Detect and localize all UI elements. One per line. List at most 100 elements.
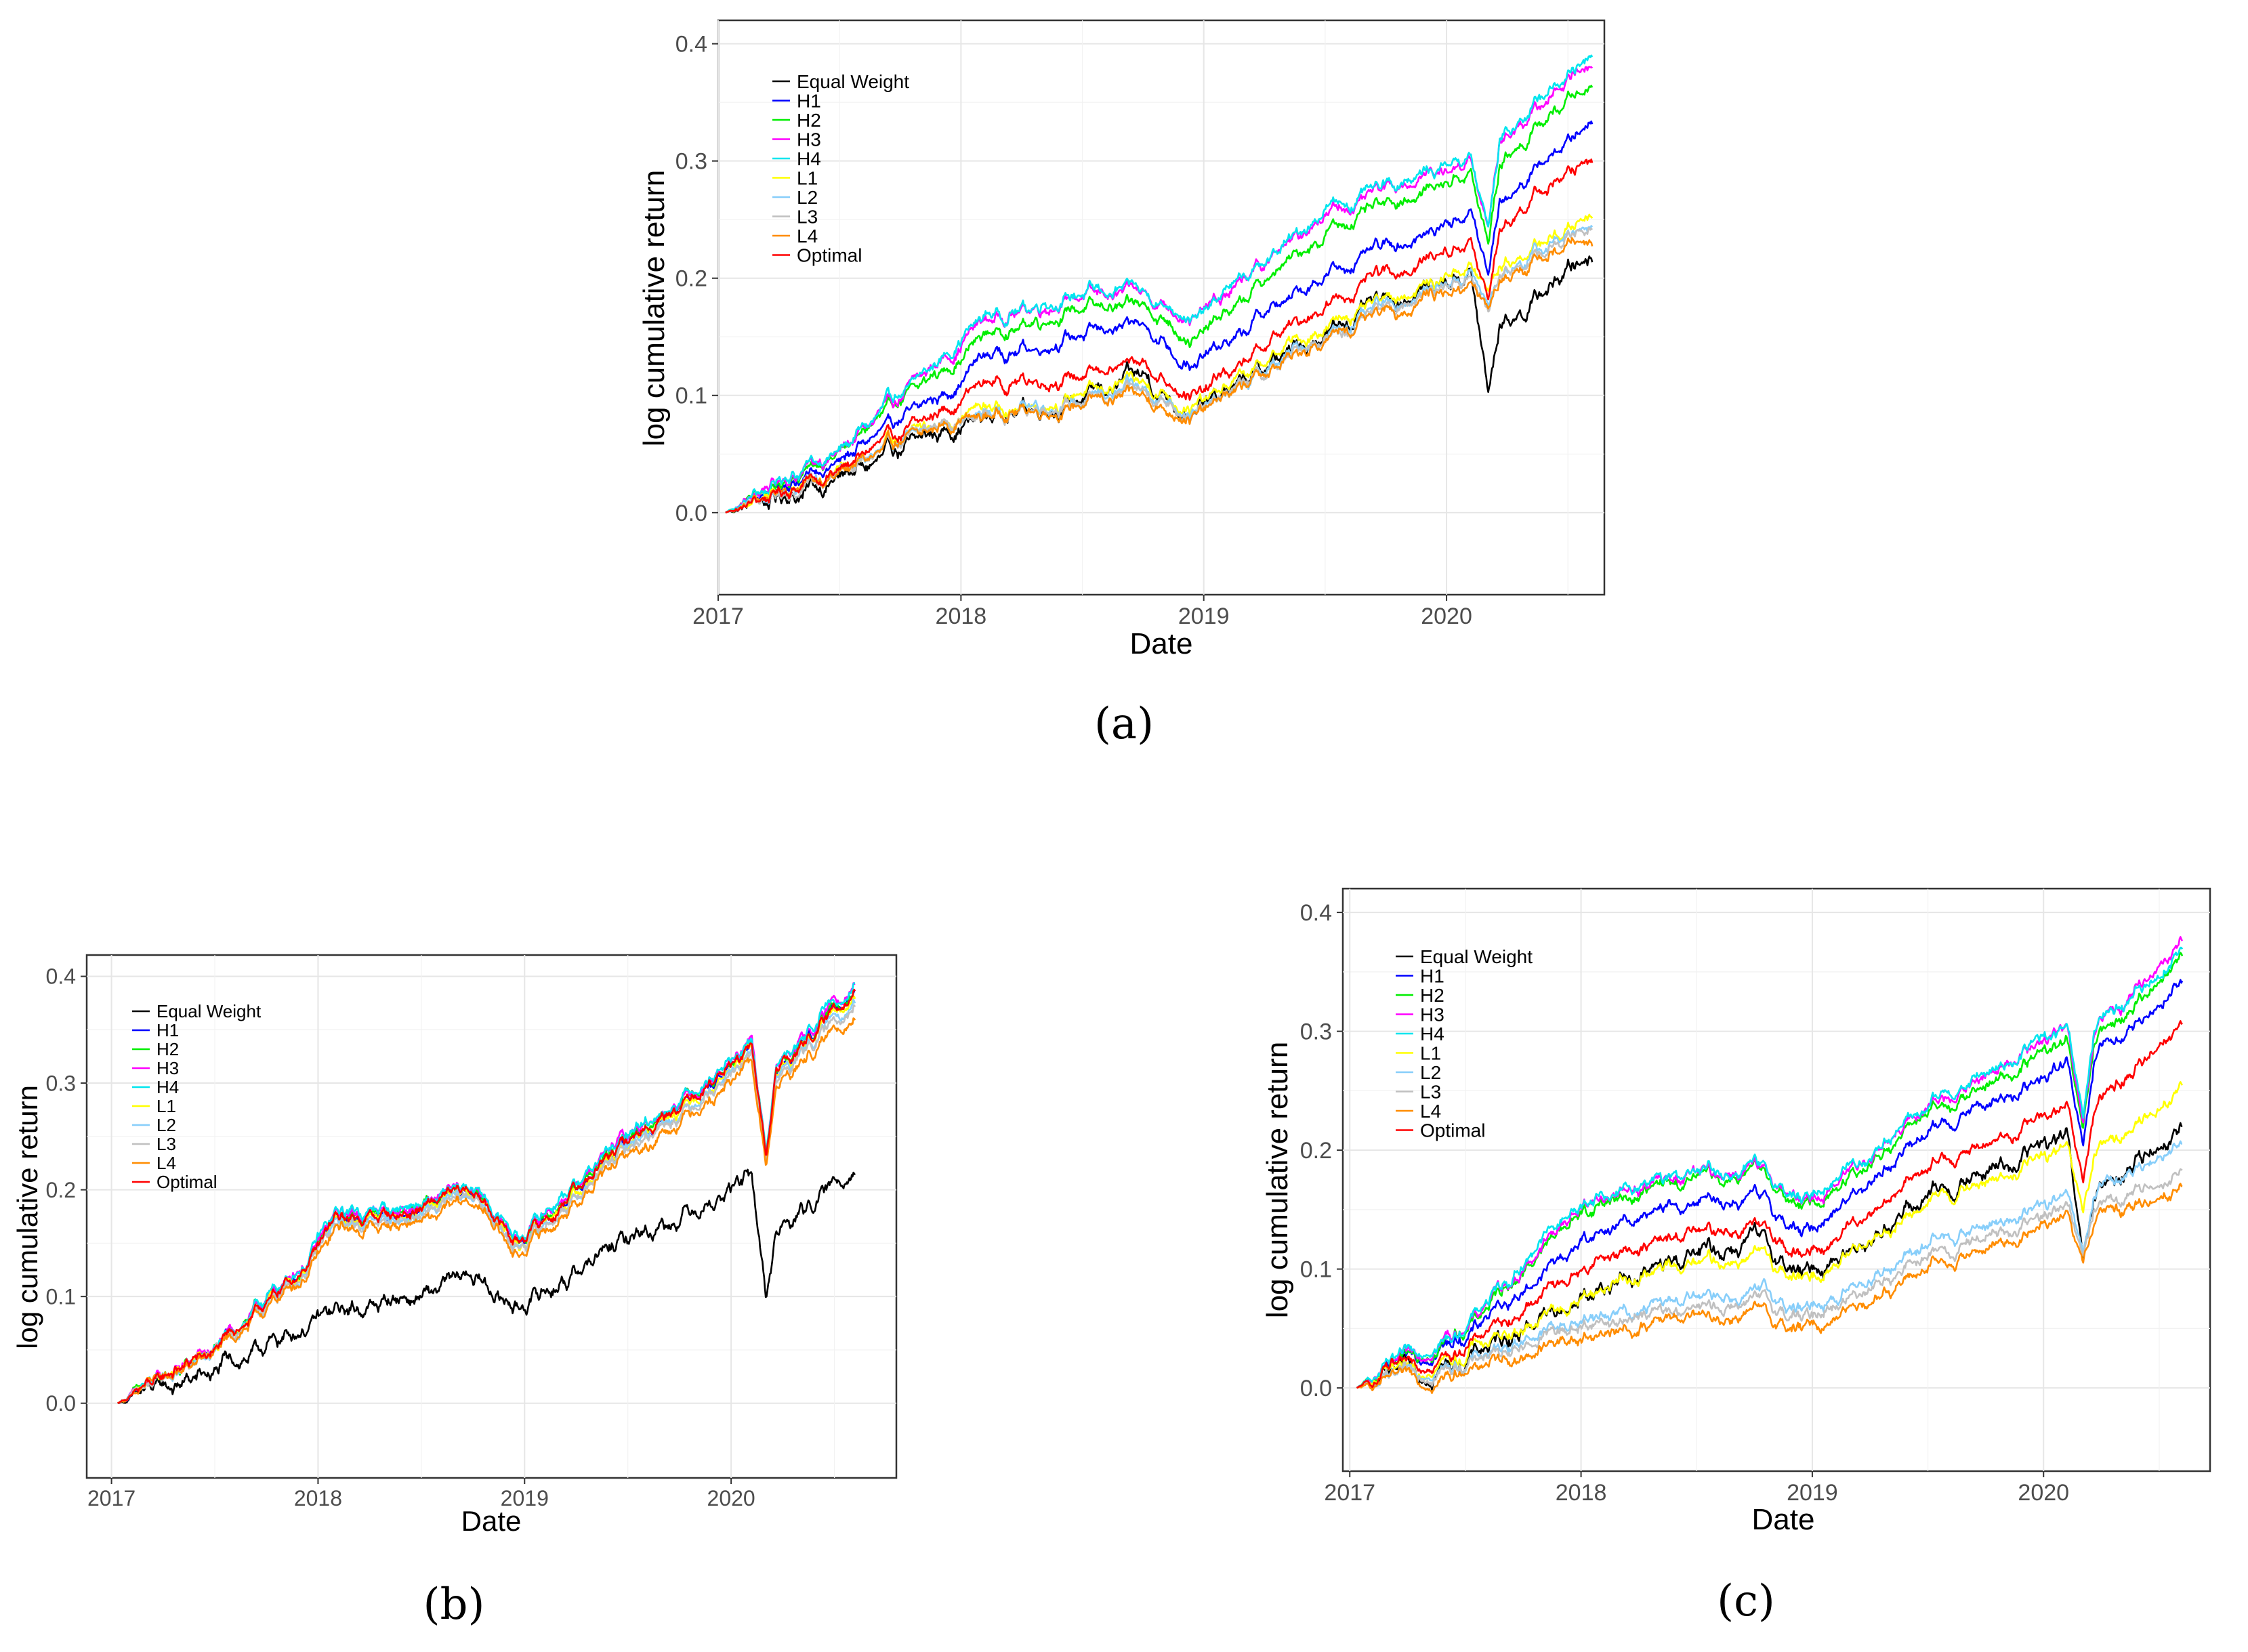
panel-c-y-ticks: 0.0 0.1 0.2 0.3 0.4 — [1300, 900, 1343, 1401]
panel-b-x-tick-label: 2019 — [501, 1486, 549, 1510]
panel-b-y-tick-label: 0.0 — [46, 1391, 76, 1416]
panel-a-y-tick-label: 0.4 — [675, 32, 707, 58]
panel-a-series-l4 — [725, 236, 1594, 514]
panel-b-legend-label-h1: H1 — [157, 1020, 179, 1040]
panel-c-series-l2 — [1356, 1140, 2183, 1389]
panel-b: 0.0 0.1 0.2 0.3 0.4 2017 2018 2019 2020 Equal W… — [12, 954, 898, 1630]
panel-b-y-tick-label: 0.2 — [46, 1178, 76, 1202]
panel-b-legend-label-optimal: Optimal — [157, 1172, 217, 1192]
panel-b-legend-label-l2: L2 — [157, 1115, 176, 1135]
panel-c-series-h1 — [1356, 979, 2184, 1389]
panel-a-series — [725, 54, 1594, 514]
panel-b-legend-label-h4: H4 — [157, 1077, 179, 1097]
panel-c-legend-label-l4: L4 — [1420, 1101, 1441, 1122]
panel-c-series-optimal — [1356, 1020, 2184, 1389]
panel-c-legend-label-h2: H2 — [1420, 985, 1444, 1006]
panel-b-x-ticks: 2017 2018 2019 2020 — [87, 1478, 755, 1510]
panel-c-series-l1 — [1356, 1081, 2184, 1389]
panel-c-y-tick-label: 0.2 — [1300, 1138, 1332, 1164]
panel-c: 0.0 0.1 0.2 0.3 0.4 2017 2018 2019 2020 Equal W… — [1261, 887, 2211, 1626]
panel-a-y-ticks: 0.0 0.1 0.2 0.3 0.4 — [675, 32, 718, 526]
panel-a-x-tick-label: 2020 — [1421, 603, 1472, 629]
panel-b-y-tick-label: 0.1 — [46, 1284, 76, 1309]
panel-b-legend-label-h2: H2 — [157, 1039, 179, 1059]
panel-b-legend-label-equal-weight: Equal Weight — [157, 1001, 262, 1021]
panel-c-y-axis-title: log cumulative return — [1261, 1042, 1294, 1318]
panel-b-legend-label-h3: H3 — [157, 1058, 179, 1078]
panel-a-x-tick-label: 2019 — [1178, 603, 1230, 629]
panel-a-y-tick-label: 0.1 — [675, 383, 707, 409]
panel-a-legend-label-l3: L3 — [797, 206, 818, 227]
panel-b-series — [117, 981, 856, 1404]
panel-c-series-h4 — [1356, 946, 2184, 1389]
panel-c-legend-label-optimal: Optimal — [1420, 1120, 1485, 1141]
panel-b-series-l4 — [117, 1017, 856, 1404]
panel-a-legend-label-h4: H4 — [797, 148, 821, 169]
panel-a-y-tick-label: 0.0 — [675, 501, 707, 526]
panel-c-legend-label-l3: L3 — [1420, 1081, 1441, 1102]
panel-c-legend-label-h4: H4 — [1420, 1023, 1444, 1044]
panel-c-x-tick-label: 2018 — [1556, 1480, 1607, 1506]
panel-c-plot-area — [1341, 887, 2211, 1473]
panel-b-legend-label-l3: L3 — [157, 1134, 176, 1154]
panel-c-x-ticks: 2017 2018 2019 2020 — [1324, 1471, 2069, 1506]
panel-a-series-h1 — [725, 120, 1594, 514]
panel-a-legend-label-l4: L4 — [797, 226, 818, 247]
panel-a-series-optimal — [725, 158, 1594, 514]
panel-c-x-tick-label: 2019 — [1787, 1480, 1838, 1506]
panel-b-caption: (b) — [423, 1580, 485, 1630]
panel-a-legend-label-h3: H3 — [797, 129, 821, 150]
panel-a-y-tick-label: 0.3 — [675, 149, 707, 175]
panel-a-legend-label-l1: L1 — [797, 167, 818, 188]
panel-b-x-tick-label: 2018 — [294, 1486, 342, 1510]
panel-b-y-tick-label: 0.4 — [46, 965, 76, 989]
panel-c-legend-label-l1: L1 — [1420, 1042, 1441, 1063]
panel-c-series — [1356, 936, 2184, 1395]
panel-a-caption: (a) — [1094, 699, 1154, 749]
panel-b-y-axis-title: log cumulative return — [12, 1085, 43, 1349]
panel-b-legend-label-l4: L4 — [157, 1153, 176, 1173]
panel-c-y-tick-label: 0.0 — [1300, 1376, 1332, 1401]
panel-b-x-tick-label: 2020 — [707, 1486, 755, 1510]
panel-b-legend-label-l1: L1 — [157, 1096, 176, 1116]
panel-a-x-axis-title: Date — [1130, 627, 1193, 660]
panel-c-series-l3 — [1356, 1168, 2183, 1390]
panel-b-x-tick-label: 2017 — [87, 1486, 136, 1510]
panel-c-y-tick-label: 0.1 — [1300, 1257, 1332, 1283]
panel-b-y-tick-label: 0.3 — [46, 1071, 76, 1095]
panel-c-y-tick-label: 0.4 — [1300, 900, 1332, 926]
panel-a-legend-label-l2: L2 — [797, 187, 818, 208]
panel-a-legend-label-h2: H2 — [797, 110, 821, 131]
panel-c-caption: (c) — [1717, 1576, 1775, 1626]
panel-a: 0.0 0.1 0.2 0.3 0.4 2017 2018 2019 2020 Equal W… — [638, 19, 1606, 749]
panel-a-plot-area — [717, 19, 1606, 596]
panel-a-legend-label-equal-weight: Equal Weight — [797, 71, 909, 92]
panel-c-legend-label-h3: H3 — [1420, 1004, 1444, 1025]
panel-c-x-tick-label: 2017 — [1324, 1480, 1375, 1506]
panel-a-x-tick-label: 2017 — [692, 603, 744, 629]
panel-c-legend-label-equal-weight: Equal Weight — [1420, 946, 1533, 967]
panel-a-x-ticks: 2017 2018 2019 2020 — [692, 595, 1472, 629]
panel-c-x-tick-label: 2020 — [2018, 1480, 2069, 1506]
panel-a-y-tick-label: 0.2 — [675, 266, 707, 292]
panel-b-series-optimal — [117, 988, 856, 1404]
panel-c-legend-label-h1: H1 — [1420, 965, 1444, 986]
panel-c-series-equal-weight — [1356, 1122, 2183, 1391]
panel-c-series-l4 — [1356, 1183, 2183, 1395]
panel-c-grid — [1343, 889, 2210, 1471]
panel-c-y-tick-label: 0.3 — [1300, 1019, 1332, 1045]
panel-a-legend-label-optimal: Optimal — [797, 245, 862, 266]
panel-a-y-axis-title: log cumulative return — [638, 170, 671, 446]
panel-a-legend-label-h1: H1 — [797, 90, 821, 111]
panel-b-x-axis-title: Date — [461, 1505, 522, 1537]
panel-b-series-equal-weight — [117, 1168, 856, 1404]
panel-b-series-l3 — [117, 1004, 856, 1404]
panel-a-x-tick-label: 2018 — [936, 603, 987, 629]
panel-a-series-h4 — [725, 54, 1594, 513]
panel-c-x-axis-title: Date — [1752, 1503, 1815, 1536]
panel-b-y-ticks: 0.0 0.1 0.2 0.3 0.4 — [46, 965, 87, 1416]
